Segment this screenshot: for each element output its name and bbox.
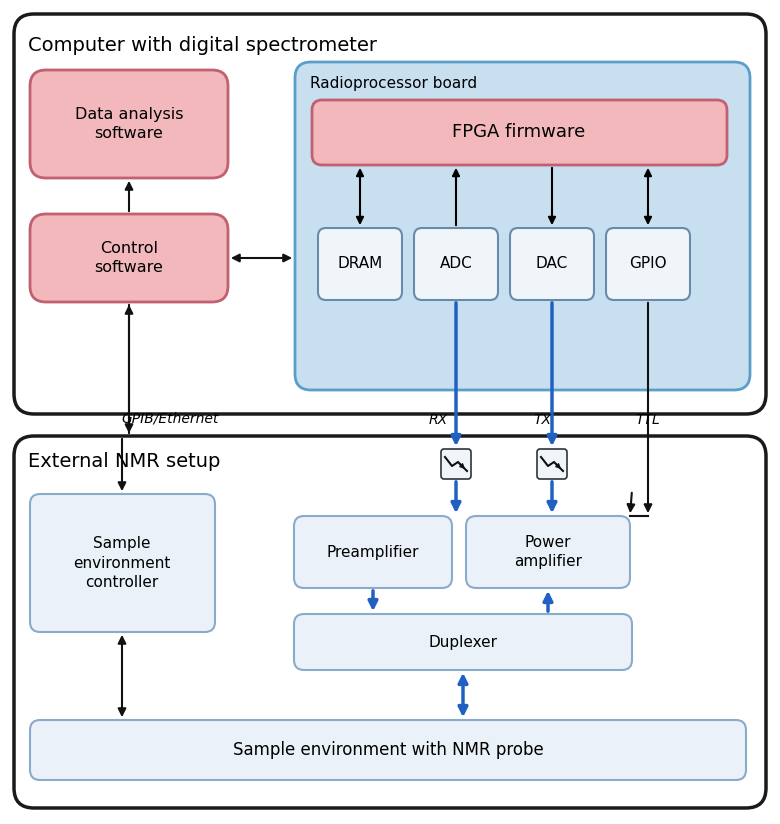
Text: Power
amplifier: Power amplifier: [514, 535, 582, 569]
FancyBboxPatch shape: [30, 720, 746, 780]
Text: Duplexer: Duplexer: [428, 634, 498, 649]
FancyBboxPatch shape: [606, 228, 690, 300]
FancyBboxPatch shape: [294, 614, 632, 670]
FancyBboxPatch shape: [30, 214, 228, 302]
FancyBboxPatch shape: [441, 449, 471, 479]
Text: Preamplifier: Preamplifier: [327, 545, 420, 559]
FancyBboxPatch shape: [537, 449, 567, 479]
FancyBboxPatch shape: [414, 228, 498, 300]
FancyBboxPatch shape: [294, 516, 452, 588]
Text: ADC: ADC: [440, 256, 473, 271]
Text: Data analysis
software: Data analysis software: [75, 106, 183, 142]
FancyBboxPatch shape: [318, 228, 402, 300]
FancyBboxPatch shape: [14, 14, 766, 414]
FancyBboxPatch shape: [466, 516, 630, 588]
Text: External NMR setup: External NMR setup: [28, 452, 221, 471]
Text: FPGA firmware: FPGA firmware: [452, 123, 586, 141]
Text: Sample environment with NMR probe: Sample environment with NMR probe: [232, 741, 544, 759]
Text: RX: RX: [428, 413, 448, 427]
Text: Control
software: Control software: [94, 241, 164, 275]
Text: Sample
environment
controller: Sample environment controller: [73, 536, 171, 590]
FancyBboxPatch shape: [30, 494, 215, 632]
FancyBboxPatch shape: [510, 228, 594, 300]
Text: GPIB/Ethernet: GPIB/Ethernet: [122, 411, 218, 425]
FancyBboxPatch shape: [30, 70, 228, 178]
Text: Computer with digital spectrometer: Computer with digital spectrometer: [28, 36, 377, 55]
Text: DAC: DAC: [536, 256, 568, 271]
FancyBboxPatch shape: [312, 100, 727, 165]
Text: Radioprocessor board: Radioprocessor board: [310, 76, 477, 91]
Text: GPIO: GPIO: [629, 256, 667, 271]
Text: DRAM: DRAM: [338, 256, 383, 271]
FancyBboxPatch shape: [295, 62, 750, 390]
Text: TX: TX: [533, 413, 551, 427]
Text: TTL: TTL: [636, 413, 661, 427]
FancyBboxPatch shape: [14, 436, 766, 808]
